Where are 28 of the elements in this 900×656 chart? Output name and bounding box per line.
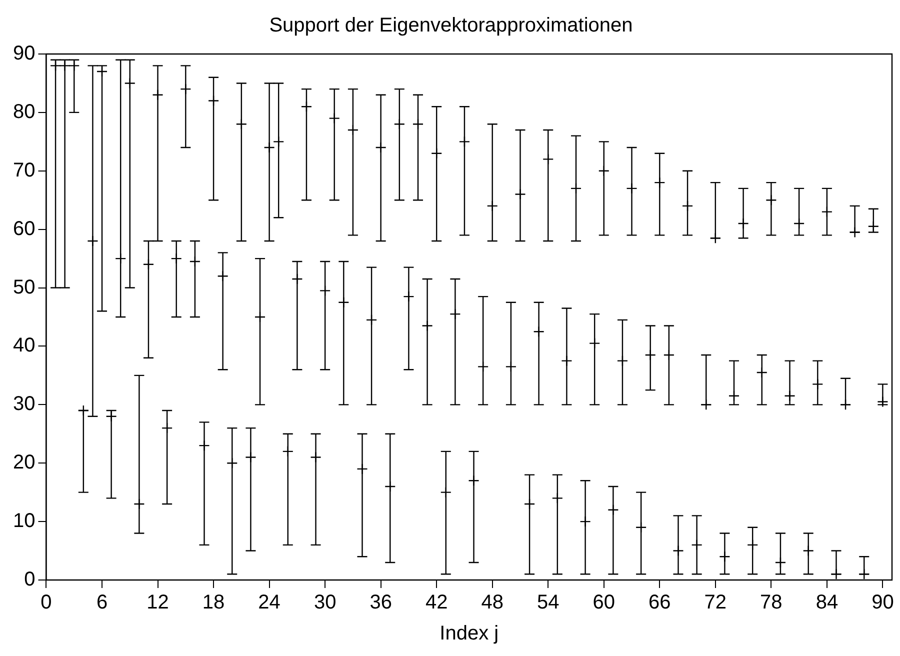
x-tick-label: 66 <box>648 592 671 614</box>
x-tick-label: 18 <box>202 592 225 614</box>
y-tick-label: 20 <box>12 452 36 474</box>
x-tick-label: 84 <box>816 592 838 614</box>
x-tick-label: 78 <box>760 592 782 614</box>
x-tick-label: 42 <box>425 592 448 614</box>
x-tick-label: 54 <box>536 592 560 614</box>
y-tick-label: 60 <box>12 218 36 240</box>
x-tick-label: 48 <box>481 592 504 614</box>
x-tick-label: 36 <box>370 592 392 614</box>
y-tick-label: 50 <box>12 276 36 298</box>
x-tick-label: 90 <box>872 592 894 614</box>
y-tick-label: 90 <box>12 42 36 65</box>
x-tick-label: 30 <box>314 592 336 614</box>
y-tick-label: 10 <box>12 510 36 532</box>
y-tick-label: 80 <box>12 100 36 123</box>
x-tick-label: 12 <box>146 592 169 614</box>
x-tick-label: 0 <box>40 592 52 614</box>
x-tick-label: 6 <box>96 592 108 614</box>
chart-title: Support der Eigenvektorapproximationen <box>269 14 633 37</box>
y-tick-label: 70 <box>12 159 36 182</box>
x-axis-title: Index j <box>440 622 499 645</box>
x-tick-label: 72 <box>704 592 727 614</box>
y-tick-label: 0 <box>24 568 36 591</box>
x-tick-label: 24 <box>258 592 280 614</box>
y-tick-label: 30 <box>12 393 36 416</box>
x-tick-label: 60 <box>592 592 616 614</box>
y-tick-label: 40 <box>12 334 36 357</box>
